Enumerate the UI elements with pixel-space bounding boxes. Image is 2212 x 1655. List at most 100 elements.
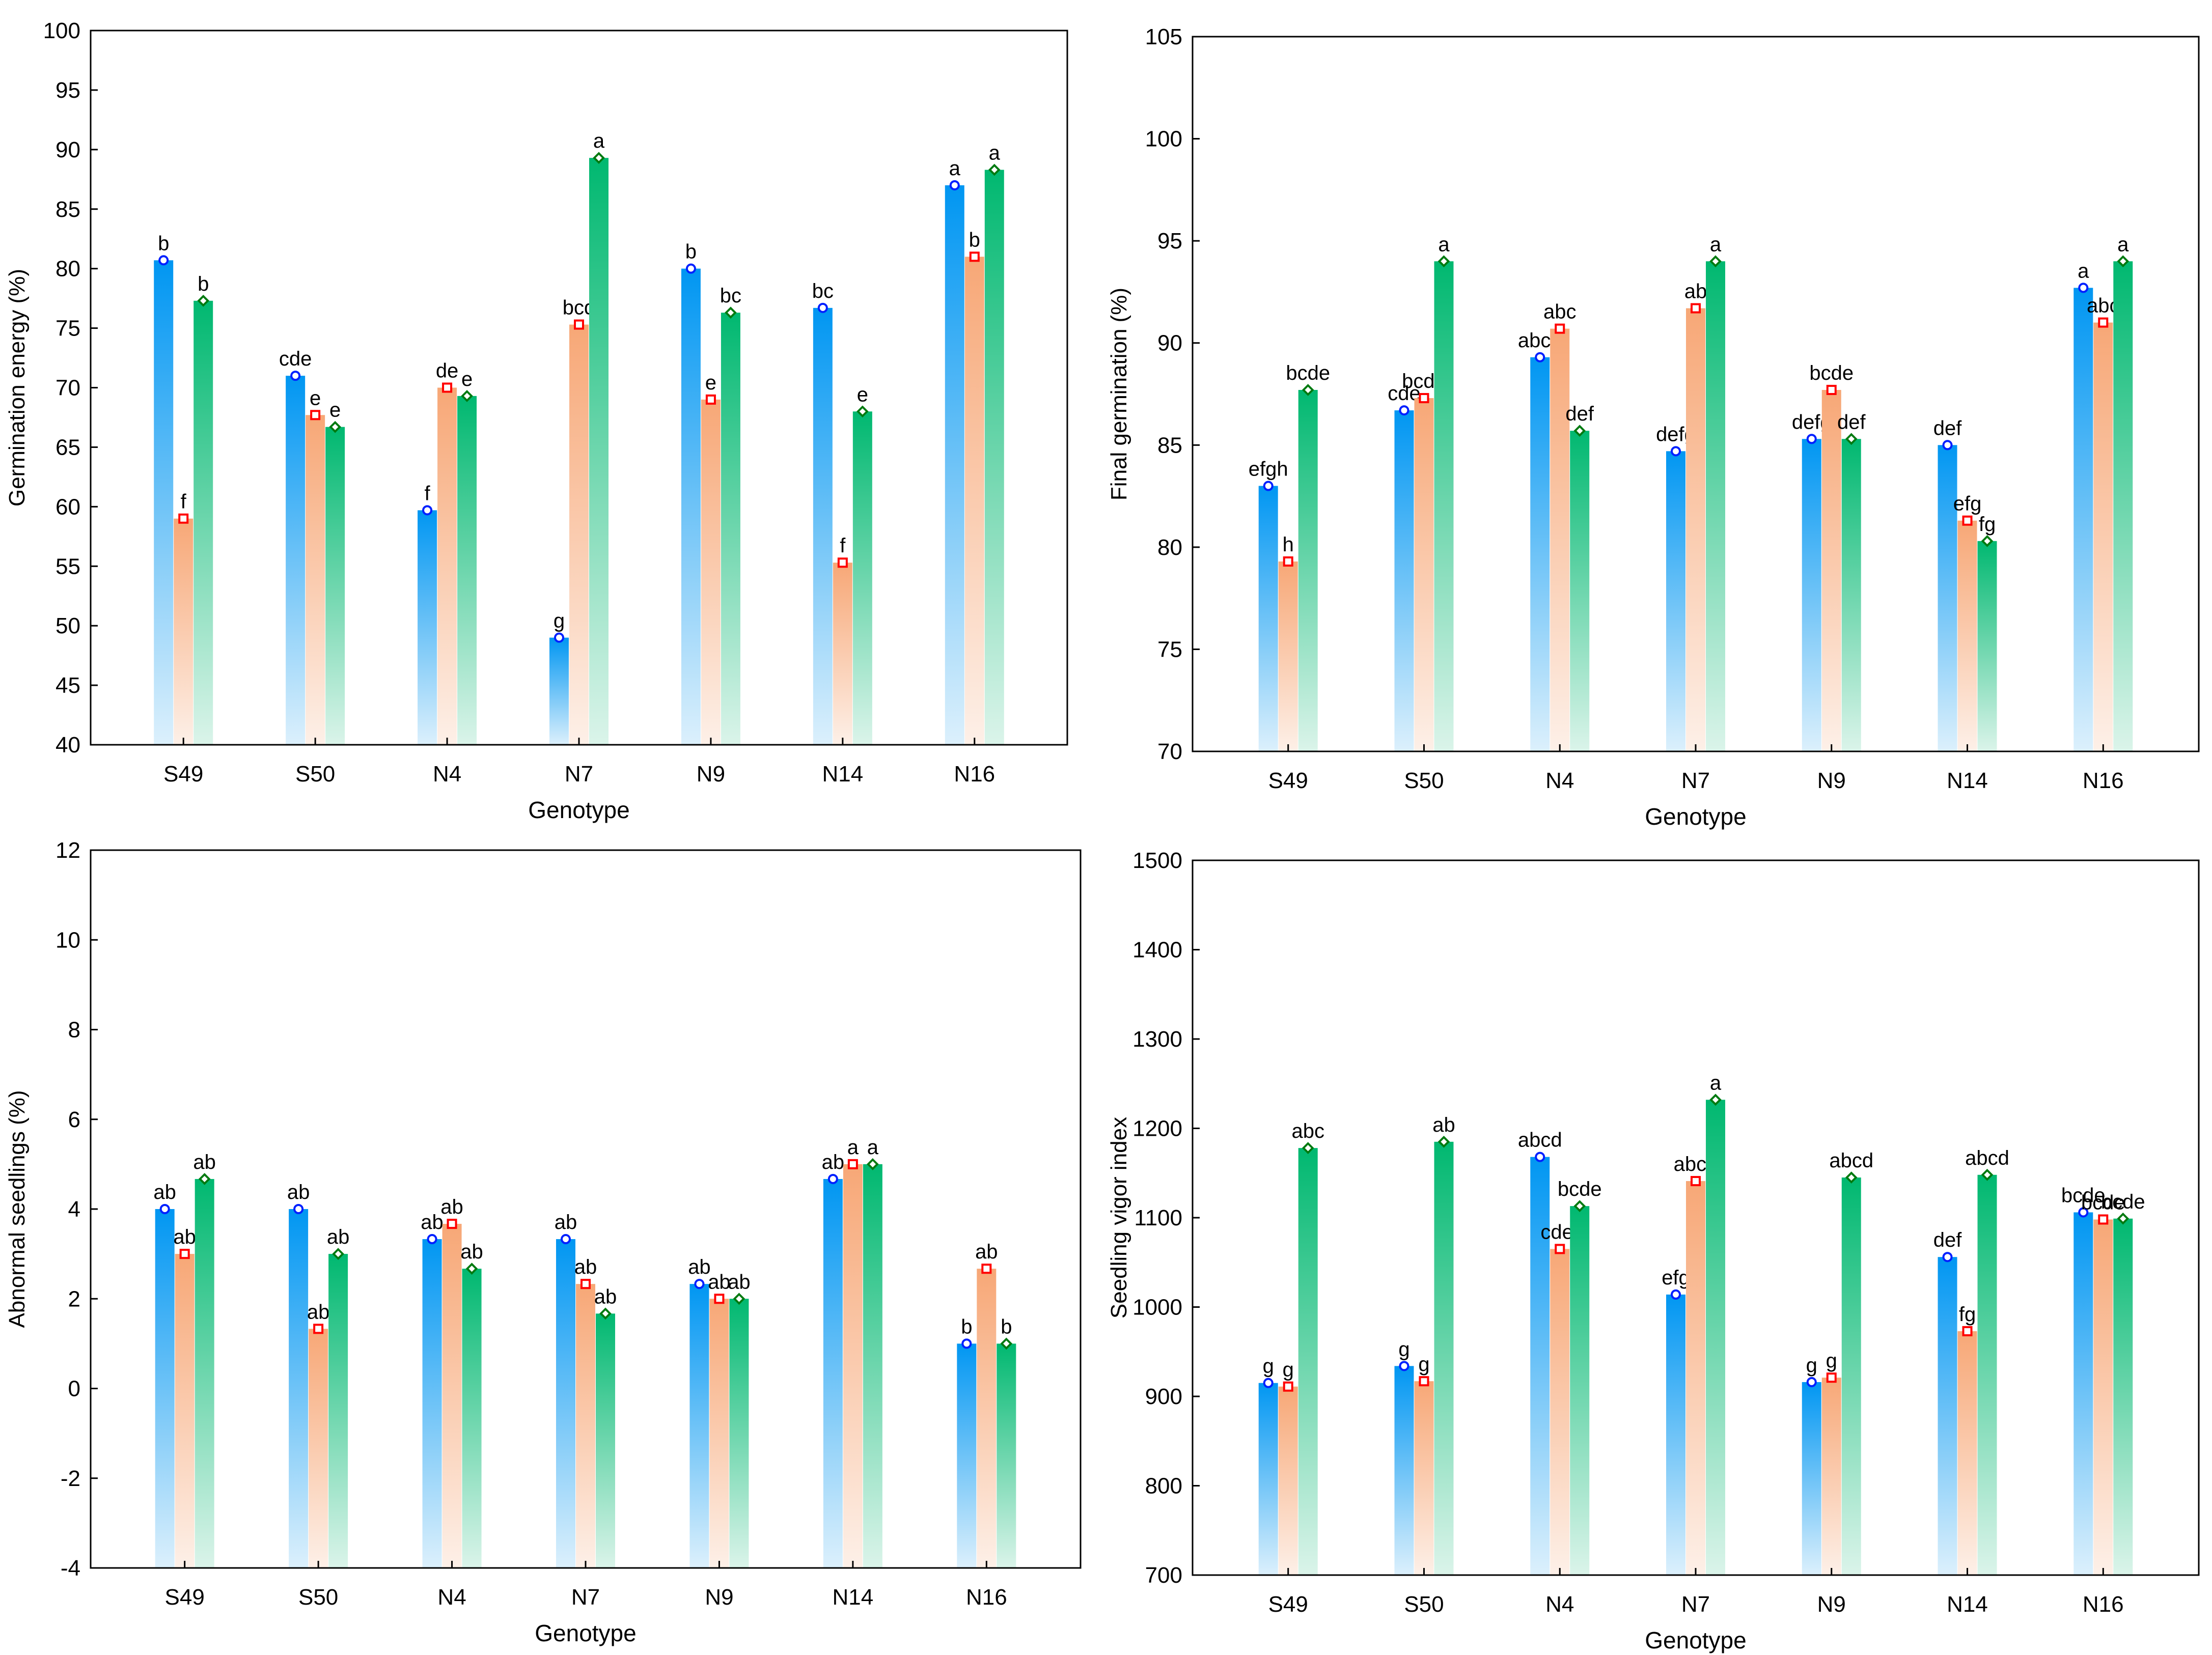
bar-S49-series3 [1298, 1148, 1318, 1575]
bar-N7-series1 [1666, 451, 1685, 751]
bar-N9-series1 [1802, 1382, 1821, 1575]
y-tick-label: 6 [68, 1107, 80, 1132]
marker-S50-series1 [293, 1204, 304, 1214]
marker-N14-series1 [827, 1173, 838, 1184]
data-label-N4-series1: ab [421, 1211, 444, 1233]
chart-panel-bottom-left: abababS49abababS50abababN4abababN7ababab… [5, 838, 1082, 1646]
bar-N7-series1 [549, 637, 569, 745]
marker-N7-series2 [1691, 1176, 1701, 1187]
bar-S49-series1 [1258, 486, 1278, 751]
data-label-N14-series2: efg [1953, 493, 1982, 515]
y-tick-label: 40 [56, 733, 80, 758]
data-label-N14-series2: f [840, 535, 846, 557]
y-axis-title: Abnormal seedlings (%) [5, 1090, 30, 1328]
bar-N4-series3 [462, 1269, 482, 1568]
bar-N16-series1 [945, 185, 964, 745]
bar-N16-series2 [964, 257, 984, 745]
marker-S49-series3 [1302, 384, 1314, 396]
data-label-N4-series2: abc [1543, 301, 1577, 323]
marker-S49-series1 [159, 1204, 170, 1214]
y-tick-label: 45 [56, 673, 80, 698]
data-label-N16-series1: bcde [2061, 1184, 2106, 1207]
y-tick-label: 80 [56, 257, 80, 282]
marker-N9-series3 [733, 1293, 745, 1305]
data-label-N9-series2: ab [708, 1271, 731, 1293]
data-label-N9-series1: g [1806, 1354, 1817, 1377]
marker-N7-series1 [561, 1234, 571, 1245]
marker-N16-series1 [949, 180, 960, 190]
bar-N14-series3 [852, 411, 872, 745]
y-tick-label: 8 [68, 1018, 80, 1043]
bar-N9-series2 [1821, 389, 1841, 751]
x-tick-label: N14 [822, 762, 864, 787]
y-tick-label: 70 [1157, 739, 1182, 764]
x-tick-label: N16 [954, 762, 995, 787]
data-label-N7-series3: a [1710, 1072, 1722, 1094]
data-label-S50-series1: ab [287, 1181, 310, 1203]
data-label-S49-series1: efgh [1249, 458, 1288, 481]
marker-N4-series2 [447, 1219, 457, 1229]
plot-frame [90, 30, 1068, 746]
bar-N4-series3 [1570, 1206, 1590, 1575]
data-label-S50-series1: g [1398, 1338, 1409, 1360]
marker-S49-series2 [179, 1249, 190, 1259]
data-label-S49-series3: b [198, 273, 209, 295]
bar-N7-series3 [596, 1313, 615, 1568]
y-tick-label: 800 [1145, 1474, 1182, 1499]
marker-S49-series1 [1263, 1378, 1274, 1388]
marker-N7-series1 [554, 632, 564, 643]
data-label-S50-series3: ab [1432, 1114, 1455, 1136]
data-label-N7-series1: g [554, 610, 565, 632]
data-label-N16-series3: a [2117, 233, 2129, 256]
marker-N16-series1 [961, 1338, 972, 1349]
data-label-N9-series2: bcde [1809, 362, 1854, 384]
bar-S49-series1 [155, 1209, 175, 1568]
data-label-N16-series3: bcde [2101, 1191, 2145, 1213]
data-label-S49-series2: ab [173, 1226, 196, 1248]
marker-S50-series1 [1399, 405, 1409, 416]
plot-frame [1192, 859, 2200, 1576]
bar-S49-series2 [1278, 1386, 1298, 1575]
y-tick-label: -2 [61, 1466, 80, 1491]
bar-N9-series1 [1802, 439, 1821, 751]
marker-N4-series3 [1573, 1200, 1586, 1213]
marker-N14-series3 [1981, 535, 1994, 547]
data-label-N4-series3: e [461, 368, 473, 390]
marker-S49-series1 [158, 255, 169, 266]
data-label-N9-series3: abcd [1829, 1149, 1873, 1172]
bar-S50-series3 [1434, 1141, 1454, 1575]
bar-N4-series1 [1530, 357, 1550, 751]
x-tick-label: S50 [295, 762, 335, 787]
bar-S50-series2 [309, 1329, 328, 1568]
marker-N14-series2 [1962, 515, 1973, 526]
marker-N9-series1 [1806, 434, 1817, 444]
plot-frame [1192, 36, 2200, 752]
marker-N14-series2 [837, 557, 848, 568]
marker-N7-series1 [1671, 446, 1681, 457]
bar-N4-series3 [1570, 431, 1590, 751]
bar-S50-series1 [289, 1209, 309, 1568]
bar-N9-series3 [721, 313, 740, 745]
bar-N16-series1 [2073, 288, 2093, 751]
marker-S49-series2 [178, 513, 189, 524]
y-tick-label: 0 [68, 1377, 80, 1401]
bar-N7-series3 [589, 158, 609, 745]
data-label-N7-series3: a [593, 130, 605, 152]
data-label-N16-series2: b [969, 229, 980, 251]
bar-S49-series2 [1278, 561, 1298, 751]
data-label-N9-series2: g [1826, 1350, 1837, 1372]
bar-S50-series2 [1414, 398, 1434, 751]
bar-N4-series1 [1530, 1157, 1550, 1575]
bar-N14-series3 [863, 1164, 882, 1568]
data-label-N7-series1: ab [555, 1211, 577, 1233]
marker-N4-series3 [461, 390, 473, 402]
bar-N9-series3 [729, 1299, 749, 1568]
bar-N14-series2 [1957, 1331, 1977, 1575]
y-tick-label: 900 [1145, 1384, 1182, 1409]
bar-N16-series2 [2093, 322, 2113, 751]
bar-S50-series1 [1394, 410, 1414, 751]
bar-N9-series1 [681, 268, 701, 745]
data-label-S49-series1: ab [153, 1181, 176, 1203]
